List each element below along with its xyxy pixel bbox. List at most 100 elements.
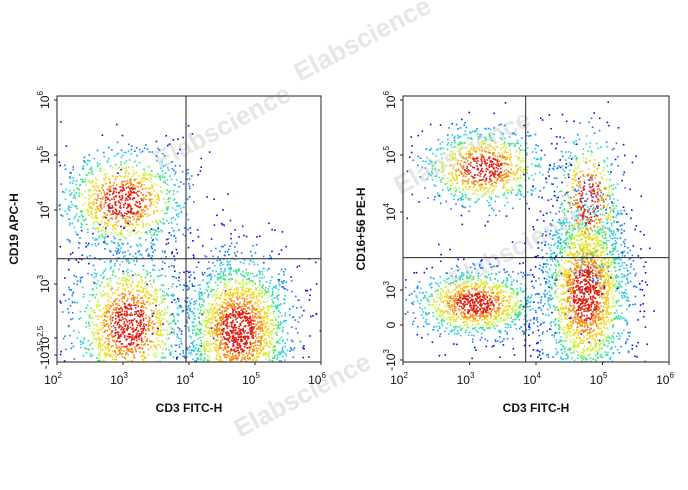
event-dot xyxy=(220,276,223,278)
event-dot xyxy=(251,255,253,257)
event-dot xyxy=(547,171,550,173)
event-dot xyxy=(129,307,132,310)
event-dot xyxy=(135,304,137,306)
event-dot xyxy=(517,189,520,191)
event-dot xyxy=(275,304,277,307)
event-dot xyxy=(467,178,470,181)
event-dot xyxy=(154,344,156,347)
event-dot xyxy=(126,329,129,331)
event-dot xyxy=(173,183,176,186)
event-dot xyxy=(89,168,91,171)
event-dot xyxy=(247,318,249,320)
event-dot xyxy=(151,255,154,257)
event-dot xyxy=(193,201,195,203)
event-dot xyxy=(237,336,240,338)
event-dot xyxy=(248,317,251,319)
event-dot xyxy=(88,262,90,265)
event-dot xyxy=(526,152,528,154)
event-dot xyxy=(220,294,223,297)
event-dot xyxy=(258,300,261,302)
event-dot xyxy=(90,202,92,205)
event-dot xyxy=(107,219,110,221)
event-dot xyxy=(116,184,118,186)
event-dot xyxy=(502,133,505,135)
event-dot xyxy=(103,270,105,272)
event-dot xyxy=(236,250,239,253)
event-dot xyxy=(259,337,262,340)
event-dot xyxy=(129,198,131,200)
event-dot xyxy=(124,254,126,257)
event-dot xyxy=(205,256,208,258)
event-dot xyxy=(146,274,149,276)
event-dot xyxy=(106,278,109,280)
event-dot xyxy=(232,295,234,297)
event-dot xyxy=(137,300,140,303)
event-dot xyxy=(263,293,266,296)
event-dot xyxy=(520,194,523,197)
event-dot xyxy=(466,165,469,168)
event-dot xyxy=(469,148,471,151)
event-dot xyxy=(152,312,155,315)
event-dot xyxy=(230,359,233,362)
event-dot xyxy=(89,206,91,209)
event-dot xyxy=(142,302,145,305)
event-dot xyxy=(250,323,253,326)
event-dot xyxy=(111,287,113,289)
event-dot xyxy=(490,174,493,176)
event-dot xyxy=(141,315,144,317)
event-dot xyxy=(154,249,156,251)
event-dot xyxy=(459,144,462,146)
event-dot xyxy=(284,359,286,361)
event-dot xyxy=(489,178,492,181)
event-dot xyxy=(210,290,213,292)
event-dot xyxy=(460,214,463,217)
event-dot xyxy=(265,291,267,293)
event-dot xyxy=(127,211,130,214)
event-dot xyxy=(135,200,137,203)
event-dot xyxy=(164,356,167,359)
event-dot xyxy=(145,239,147,241)
event-dot xyxy=(117,337,119,340)
event-dot xyxy=(464,122,466,124)
x-tick-labels: 102 103 104 105 106 xyxy=(44,362,326,387)
event-dot xyxy=(314,261,317,264)
event-dot xyxy=(292,356,295,358)
event-dot xyxy=(73,282,75,285)
event-dot xyxy=(127,325,129,328)
event-dot xyxy=(493,167,495,169)
event-dot xyxy=(90,342,93,345)
event-dot xyxy=(179,165,181,167)
event-dot xyxy=(157,227,160,230)
event-dot xyxy=(295,327,297,330)
event-dot xyxy=(188,352,190,355)
event-dot xyxy=(117,336,120,339)
event-dot xyxy=(109,249,111,252)
event-dot xyxy=(511,132,514,135)
event-dot xyxy=(271,349,274,352)
event-dot xyxy=(165,182,167,184)
event-dot xyxy=(100,201,102,203)
event-dot xyxy=(230,279,232,281)
event-dot xyxy=(209,324,212,327)
event-dot xyxy=(146,208,149,210)
event-dot xyxy=(126,180,129,182)
event-dot xyxy=(302,347,304,349)
event-dot xyxy=(156,327,158,329)
event-dot xyxy=(502,186,505,188)
event-dot xyxy=(221,322,223,325)
event-dot xyxy=(122,333,124,335)
event-dot xyxy=(128,143,130,146)
event-dot xyxy=(245,352,247,355)
event-dot xyxy=(69,222,71,224)
event-dot xyxy=(283,298,285,300)
event-dot xyxy=(101,220,103,223)
event-dot xyxy=(468,210,470,213)
event-dot xyxy=(185,321,188,323)
event-dot xyxy=(199,322,201,324)
event-dot xyxy=(100,208,103,210)
event-dot xyxy=(242,327,244,330)
event-dot xyxy=(153,210,155,212)
event-dot xyxy=(106,214,108,216)
event-dot xyxy=(186,297,189,299)
event-dot xyxy=(150,170,153,172)
